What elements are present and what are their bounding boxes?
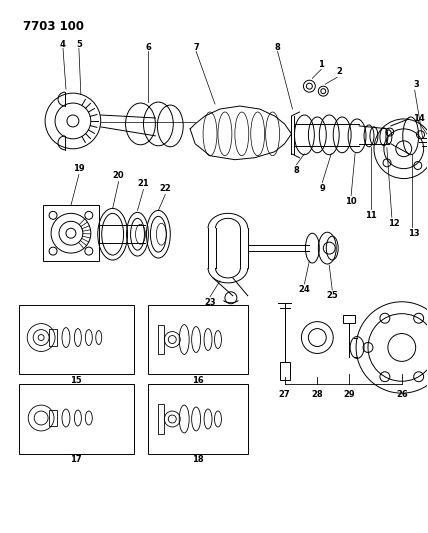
Bar bbox=[158, 325, 164, 354]
Text: 19: 19 bbox=[73, 164, 85, 173]
Text: 7703 100: 7703 100 bbox=[23, 20, 84, 33]
Bar bbox=[43, 205, 99, 261]
Text: 5: 5 bbox=[76, 40, 82, 49]
Text: 8: 8 bbox=[294, 166, 299, 175]
Text: 14: 14 bbox=[413, 115, 425, 124]
Text: 21: 21 bbox=[137, 179, 149, 188]
Text: 17: 17 bbox=[70, 455, 82, 464]
Text: 26: 26 bbox=[396, 390, 407, 399]
Bar bbox=[49, 410, 57, 426]
Bar bbox=[149, 384, 248, 454]
Text: 13: 13 bbox=[408, 229, 419, 238]
Text: 2: 2 bbox=[336, 67, 342, 76]
Bar bbox=[343, 314, 355, 322]
Bar bbox=[19, 305, 134, 374]
Text: 8: 8 bbox=[275, 43, 280, 52]
Text: 1: 1 bbox=[318, 60, 324, 69]
Bar bbox=[19, 384, 134, 454]
Text: 24: 24 bbox=[299, 285, 310, 294]
Text: 3: 3 bbox=[414, 80, 419, 88]
Text: 11: 11 bbox=[365, 211, 377, 220]
Text: 16: 16 bbox=[192, 376, 204, 385]
Text: 10: 10 bbox=[345, 197, 357, 206]
Text: 22: 22 bbox=[160, 184, 171, 193]
Text: 23: 23 bbox=[204, 298, 216, 307]
Bar bbox=[158, 404, 164, 434]
Text: 25: 25 bbox=[327, 292, 338, 300]
Text: 15: 15 bbox=[70, 376, 82, 385]
Text: 7: 7 bbox=[193, 43, 199, 52]
Text: 6: 6 bbox=[146, 43, 152, 52]
Text: 27: 27 bbox=[279, 390, 290, 399]
Bar bbox=[279, 362, 289, 380]
Text: 12: 12 bbox=[388, 219, 400, 228]
Text: 9: 9 bbox=[319, 184, 325, 193]
Text: 28: 28 bbox=[312, 390, 323, 399]
Bar bbox=[149, 305, 248, 374]
Text: 20: 20 bbox=[113, 171, 125, 180]
Text: 29: 29 bbox=[343, 390, 355, 399]
Text: 18: 18 bbox=[192, 455, 204, 464]
Bar bbox=[49, 328, 57, 346]
Text: 4: 4 bbox=[60, 40, 66, 49]
